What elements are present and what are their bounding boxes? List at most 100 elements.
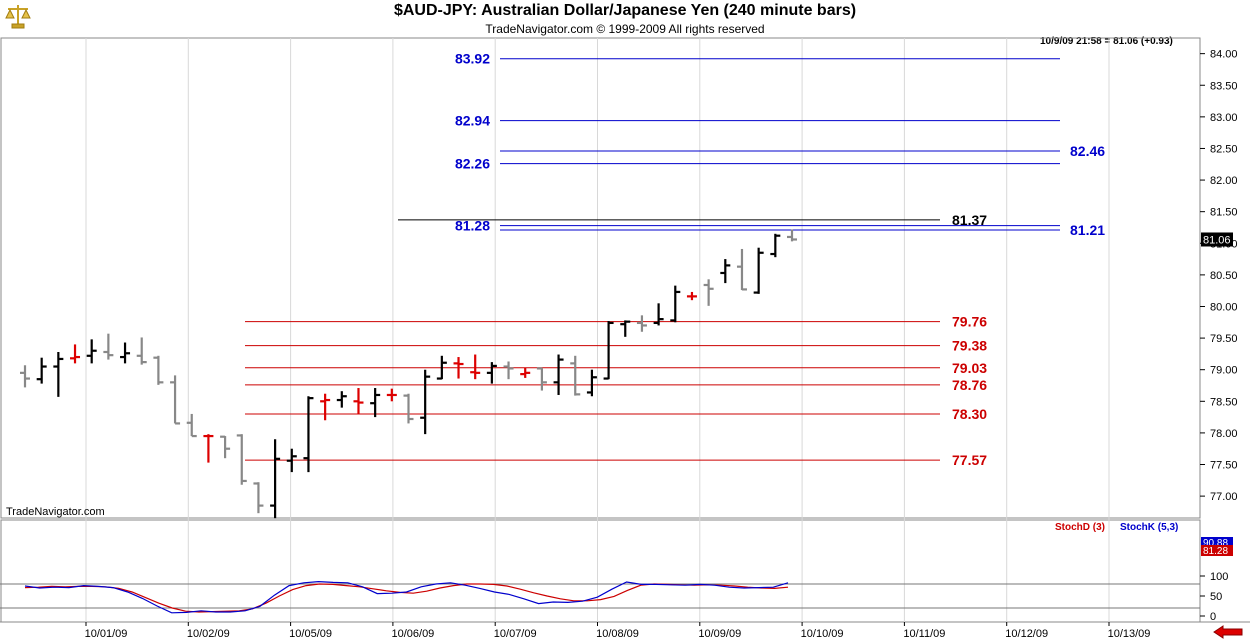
ohlc-bar [653,303,664,326]
date-label: 10/11/09 [903,628,945,640]
ohlc-bar [436,355,447,380]
resistance-level-label: 81.21 [1070,222,1105,238]
ohlc-bar [286,448,297,473]
stochk-value-box [1201,537,1233,548]
support-level-label: 77.57 [952,452,987,468]
ohlc-bar [120,342,131,364]
date-label: 10/13/09 [1108,628,1151,640]
ohlc-bar [470,354,481,380]
price-tick-label: 82.50 [1210,143,1238,155]
ohlc-bar [136,337,147,365]
stochk-line [24,580,789,614]
price-tick-label: 79.50 [1210,333,1238,345]
price-tick-label: 78.50 [1210,396,1238,408]
resistance-level-label: 82.46 [1070,143,1105,159]
ohlc-bar [20,365,30,388]
stochd-value-box [1201,545,1233,556]
ohlc-bar [586,369,597,397]
price-tick-label: 82.00 [1210,175,1238,187]
price-tick-label: 77.00 [1210,491,1238,503]
ohlc-bar [253,482,264,514]
ohlc-bar [420,369,431,435]
date-label: 10/09/09 [698,628,741,640]
resistance-level-label: 82.26 [455,156,490,172]
ohlc-bar [170,375,181,425]
ohlc-bar [536,367,547,391]
last-price-status: 10/9/09 21:58 = 81.06 (+0.93) [1040,36,1173,47]
ohlc-bar [86,339,97,364]
price-tick-label: 80.50 [1210,270,1238,282]
ohlc-bar [553,354,564,395]
stochk-legend: StochK (5,3) [1120,522,1178,533]
support-level-label: 79.03 [952,360,987,376]
ohlc-bar [620,320,631,337]
stoch-panel-border [0,519,1201,623]
ohlc-bar [403,393,414,424]
ohlc-bar [570,355,581,396]
ohlc-bar [236,434,247,485]
stochd-legend: StochD (3) [1055,522,1105,533]
price-tick-label: 83.00 [1210,112,1238,124]
price-panel-border [0,37,1201,519]
gold-scale-icon [4,2,32,30]
date-grid [85,38,1110,622]
ohlc-bar [503,361,514,380]
support-level-label: 79.76 [952,314,987,330]
chart-subtitle: TradeNavigator.com © 1999-2009 All right… [485,22,765,36]
ohlc-bar [203,434,214,463]
stoch-tick-label: 100 [1210,571,1228,583]
price-tick-label: 83.50 [1210,80,1238,92]
ohlc-bar [320,393,331,421]
ohlc-bar [336,391,347,408]
red-left-arrow-icon[interactable] [1213,625,1243,639]
ohlc-bar [686,291,697,301]
ohlc-bar [103,333,114,360]
price-tick-label: 79.00 [1210,365,1238,377]
date-label: 10/05/09 [289,628,332,640]
stoch-tick-label: 0 [1210,611,1216,623]
ohlc-bar [36,357,47,384]
last-price-box [1201,232,1233,247]
ohlc-bar [353,388,364,414]
ohlc-bar [270,439,281,519]
ohlc-bar [220,435,231,459]
watermark: TradeNavigator.com [6,506,105,518]
price-tick-label: 84.00 [1210,49,1238,61]
ohlc-bar [453,357,464,379]
chart-frame [0,37,1250,623]
ohlc-bar [753,247,764,294]
price-tick-label: 81.50 [1210,207,1238,219]
level-lines: 83.92 82.94 82.46 82.26 81.37 81.28 81.21 79.76… [245,51,1105,468]
resistance-level-label: 82.94 [455,113,490,129]
ohlc-bar [736,248,747,291]
date-label: 10/08/09 [596,628,639,640]
stochd-value-label: 81.28 [1203,546,1228,557]
pivot-level-label: 81.37 [952,212,987,228]
ohlc-bar [386,388,397,402]
ohlc-bar [486,362,497,384]
ohlc-bar [703,279,714,306]
ohlc-bar [636,315,647,332]
stoch-tick-label: 50 [1210,591,1222,603]
ohlc-bar [186,413,197,438]
date-label: 10/12/09 [1005,628,1048,640]
support-level-label: 79.38 [952,338,987,354]
ohlc-bar [520,367,531,378]
price-tick-label: 80.00 [1210,301,1238,313]
price-tick-label: 78.00 [1210,428,1238,440]
date-label: 10/06/09 [391,628,434,640]
ohlc-bar [370,388,381,418]
chart-title: $AUD-JPY: Australian Dollar/Japanese Yen… [393,2,857,19]
ohlc-bars [20,229,797,519]
date-label: 10/01/09 [85,628,128,640]
price-axis: 84.0083.5083.0082.5082.0081.5081.0080.50… [1200,49,1238,503]
ohlc-bar [603,321,614,380]
price-tick-label: 77.50 [1210,460,1238,472]
ohlc-bar [670,285,681,323]
date-label: 10/07/09 [494,628,537,640]
ohlc-bar [153,355,164,385]
ohlc-bar [770,233,781,258]
ohlc-bar [720,259,731,284]
